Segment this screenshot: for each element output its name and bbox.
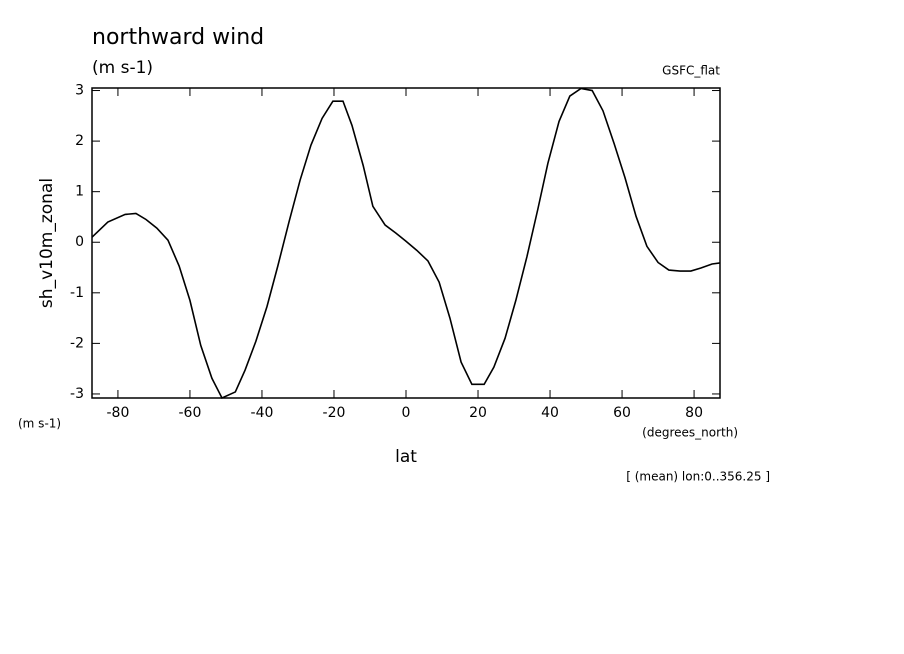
- y-tick-label: 0: [75, 234, 84, 250]
- y-axis-label: sh_v10m_zonal: [37, 178, 57, 308]
- x-tick-label: 40: [541, 405, 559, 421]
- x-tick-label: 0: [402, 405, 411, 421]
- source-label: GSFC_flat: [662, 64, 720, 78]
- footnote: [ (mean) lon:0..356.25 ]: [626, 470, 770, 484]
- y-axis-units: (m s-1): [18, 417, 61, 431]
- x-tick-label: -40: [251, 405, 274, 421]
- x-axis-label: lat: [395, 447, 417, 467]
- y-tick-label: -1: [70, 285, 84, 301]
- x-tick-label: 20: [469, 405, 487, 421]
- x-axis-units: (degrees_north): [642, 426, 738, 440]
- chart-subtitle: (m s-1): [92, 58, 153, 78]
- y-tick-label: -3: [70, 386, 84, 402]
- x-tick-label: 80: [685, 405, 703, 421]
- chart-title: northward wind: [92, 25, 264, 50]
- x-tick-label: -60: [179, 405, 202, 421]
- x-tick-label: -20: [323, 405, 346, 421]
- x-tick-label: 60: [613, 405, 631, 421]
- y-tick-label: 3: [75, 83, 84, 99]
- y-tick-label: -2: [70, 335, 84, 351]
- y-tick-label: 2: [75, 133, 84, 149]
- y-tick-label: 1: [75, 184, 84, 200]
- x-tick-label: -80: [106, 405, 129, 421]
- data-line: [91, 87, 721, 400]
